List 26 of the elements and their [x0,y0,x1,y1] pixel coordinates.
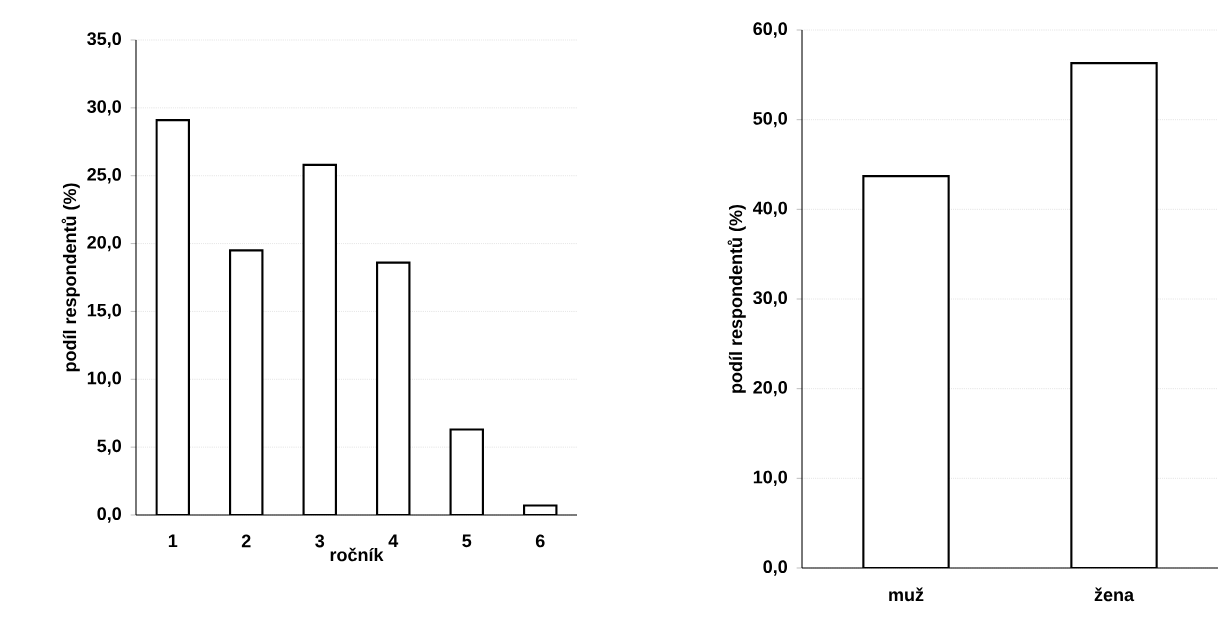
x-axis-title: ročník [330,547,384,562]
y-tick-label: 0,0 [763,560,788,576]
y-tick-label: 25,0 [87,168,121,184]
x-tick-label: 5 [462,534,472,548]
x-tick-label: muž [889,587,924,602]
y-tick-label: 5,0 [97,439,122,455]
y-tick-label: 30,0 [87,100,121,116]
y-tick-label: 10,0 [87,371,121,387]
y-axis-title: podíl respondentů (%) [727,204,746,393]
y-tick-label: 40,0 [752,201,788,218]
y-tick-label: 35,0 [87,32,121,48]
y-tick-label: 20,0 [753,380,788,397]
y-tick-label: 10,0 [753,470,788,487]
y-tick-label: 50,0 [753,112,788,128]
x-tick-label: 3 [315,534,325,548]
y-tick-label: 30,0 [753,291,788,307]
y-tick-label: 60,0 [753,22,788,38]
x-tick-label: 4 [388,534,399,547]
y-axis-title: podíl respondentů (%) [61,183,80,372]
x-tick-label: 1 [168,534,178,547]
y-tick-label: 20,0 [87,235,121,252]
y-tick-label: 0,0 [97,507,122,523]
x-tick-label: 2 [241,534,251,548]
y-tick-label: 15,0 [87,303,121,320]
x-tick-label: 6 [535,534,545,548]
x-tick-label: žena [1094,587,1135,602]
